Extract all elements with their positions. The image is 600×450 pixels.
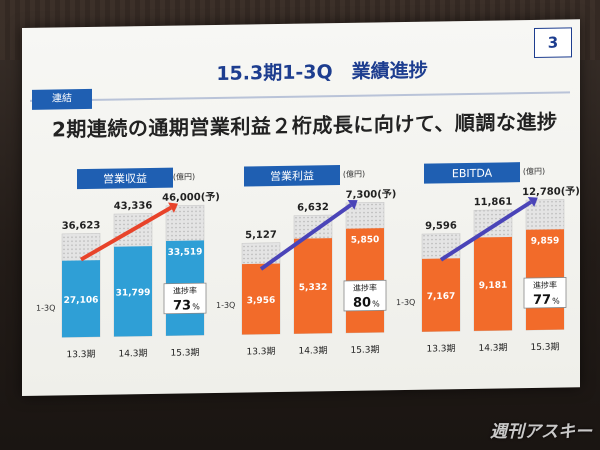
category-label: 14.3期	[298, 345, 327, 356]
growth-arrow-head	[168, 202, 178, 213]
q-label: 27,106	[64, 295, 99, 306]
row-label: 1-3Q	[396, 298, 415, 307]
progress-label: 進捗率	[173, 285, 197, 295]
row-label: 1-3Q	[216, 301, 235, 310]
bar-1-3q	[474, 236, 512, 331]
progress-unit: %	[372, 299, 380, 308]
growth-arrow-shaft	[80, 205, 172, 262]
charts-area: 営業収益 (億円) 1-3Q 36,623 27,106 13.3期 43,336 31,79…	[36, 162, 580, 360]
unit-label: (億円)	[523, 166, 545, 176]
q-label: 3,956	[247, 296, 275, 306]
category-label: 15.3期	[170, 347, 199, 358]
bar-1-3q	[114, 246, 152, 337]
bar-1-3q	[242, 263, 280, 335]
q-label: 5,332	[299, 283, 327, 293]
full-year-label: 9,596	[425, 221, 457, 232]
q-label: 31,799	[116, 288, 151, 299]
panel-title: 営業利益	[270, 168, 314, 183]
row-label: 1-3Q	[36, 303, 55, 312]
category-label: 14.3期	[478, 342, 507, 353]
q-label: 5,850	[351, 235, 379, 245]
full-year-label: 7,300(予)	[346, 188, 397, 201]
watermark-logo: 週刊アスキー	[490, 422, 592, 442]
progress-unit: %	[192, 302, 200, 311]
progress-label: 進捗率	[353, 282, 377, 292]
growth-arrow-shaft	[259, 203, 353, 271]
unit-label: (億円)	[173, 171, 195, 181]
panel-header-box	[424, 162, 520, 184]
progress-box	[343, 279, 387, 312]
growth-arrow-head	[347, 199, 358, 210]
category-label: 15.3期	[350, 344, 379, 355]
panel-header-box	[244, 165, 340, 187]
q-label: 9,859	[531, 236, 559, 246]
q-label: 9,181	[479, 281, 507, 291]
panel-title: 営業収益	[103, 171, 147, 186]
progress-box	[523, 277, 567, 309]
q-label: 7,167	[427, 292, 455, 302]
progress-label: 進捗率	[533, 280, 557, 290]
category-label: 13.3期	[66, 349, 95, 360]
full-year-label: 11,861	[474, 197, 513, 209]
category-label: 13.3期	[246, 346, 275, 357]
full-year-label: 5,127	[245, 230, 277, 241]
category-label: 15.3期	[530, 342, 559, 353]
presentation-slide: 3 15.3期1-3Q 業績進捗 連結 2期連続の通期営業利益２桁成長に向けて、…	[22, 19, 580, 397]
full-year-label: 12,780(予)	[522, 185, 580, 198]
full-year-label: 36,623	[62, 220, 101, 232]
growth-arrow-head	[527, 196, 538, 208]
bar-1-3q	[422, 258, 460, 332]
progress-value: 80	[353, 296, 371, 311]
bar-1-3q	[62, 260, 100, 338]
full-year-label: 43,336	[114, 200, 153, 212]
full-year-label: 46,000(予)	[162, 191, 220, 204]
category-label: 14.3期	[118, 348, 147, 359]
progress-box	[163, 282, 207, 315]
bar-1-3q	[294, 238, 332, 334]
category-label: 13.3期	[426, 343, 455, 354]
progress-value: 77	[533, 293, 551, 308]
panel-title: EBITDA	[452, 167, 493, 181]
full-year-label: 6,632	[297, 202, 329, 213]
panel-header-box	[77, 167, 173, 190]
progress-value: 73	[173, 298, 191, 313]
growth-arrow-shaft	[439, 200, 533, 262]
q-label: 33,519	[168, 247, 203, 258]
unit-label: (億円)	[343, 169, 365, 179]
progress-unit: %	[552, 297, 560, 306]
